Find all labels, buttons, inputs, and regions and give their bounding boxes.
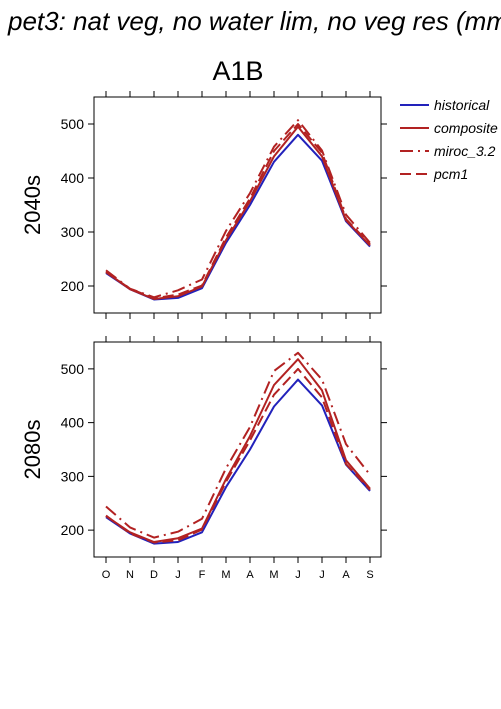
legend-label: miroc_3.2 bbox=[434, 143, 496, 159]
y-tick-label: 500 bbox=[61, 116, 85, 132]
y-tick-label: 300 bbox=[61, 468, 85, 484]
series-line-pcm1 bbox=[105, 123, 371, 300]
y-tick-label: 500 bbox=[61, 361, 85, 377]
figure-title: pet3: nat veg, no water lim, no veg res … bbox=[7, 6, 501, 36]
x-tick-label: M bbox=[269, 569, 278, 581]
panel-frame bbox=[93, 341, 382, 558]
x-tick-label: D bbox=[150, 569, 158, 581]
legend-item: composite bbox=[400, 120, 498, 136]
x-tick-label: S bbox=[366, 569, 373, 581]
x-tick-label: J bbox=[175, 569, 181, 581]
y-tick-label: 200 bbox=[61, 522, 85, 538]
y-tick-label: 400 bbox=[61, 170, 85, 186]
x-tick-label: N bbox=[126, 569, 134, 581]
panel-label: 2040s bbox=[20, 175, 45, 235]
panel-frame bbox=[93, 96, 382, 314]
x-tick-label: F bbox=[199, 569, 206, 581]
x-tick-label: A bbox=[246, 569, 254, 581]
series-line-pcm1 bbox=[105, 367, 371, 544]
legend-label: composite bbox=[434, 120, 498, 136]
legend-label: pcm1 bbox=[433, 166, 468, 182]
legend-item: miroc_3.2 bbox=[400, 143, 496, 159]
x-tick-label: M bbox=[221, 569, 230, 581]
y-tick-label: 200 bbox=[61, 278, 85, 294]
legend-item: pcm1 bbox=[400, 166, 468, 182]
legend-item: historical bbox=[400, 97, 490, 113]
y-tick-label: 300 bbox=[61, 224, 85, 240]
panel-2080s: 200 300 400 500 2080s bbox=[20, 336, 387, 563]
scenario-title: A1B bbox=[212, 56, 263, 86]
series-line-composite bbox=[105, 358, 371, 543]
chart-panels: 200 300 400 500 2040s 200 300 400 500 2080s bbox=[20, 91, 387, 563]
panel-2040s: 200 300 400 500 2040s bbox=[20, 91, 387, 319]
legend-label: historical bbox=[434, 97, 490, 113]
panel-label: 2080s bbox=[20, 420, 45, 480]
x-tick-label: J bbox=[295, 569, 301, 581]
series-line-miroc-3-2 bbox=[105, 119, 371, 299]
x-tick-label: O bbox=[102, 569, 111, 581]
legend: historical composite miroc_3.2 pcm1 bbox=[400, 97, 498, 182]
series-line-miroc-3-2 bbox=[105, 351, 371, 539]
x-tick-label: A bbox=[342, 569, 350, 581]
y-tick-label: 400 bbox=[61, 415, 85, 431]
x-tick-label: J bbox=[319, 569, 325, 581]
